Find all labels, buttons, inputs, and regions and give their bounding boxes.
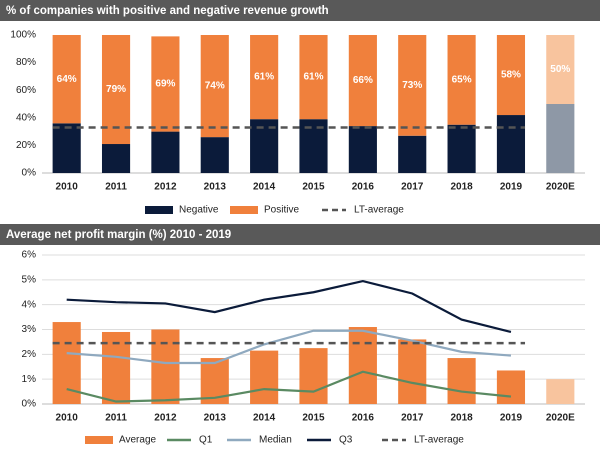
x-tick-label: 2011 [105,182,127,193]
line [66,370,512,403]
bar [200,35,229,138]
y-tick-label: 6% [22,250,37,261]
y-tick-label: 3% [22,324,37,335]
y-tick-label: 100% [10,30,36,41]
x-tick-label: 2017 [401,182,424,193]
x-tick-label: 2020E [546,182,575,193]
legend-label: Negative [179,205,219,216]
legend-label: Average [119,435,157,446]
bar [496,370,526,404]
bar [546,104,575,173]
bar [348,35,377,127]
bar [52,123,81,173]
bar [398,35,427,136]
bar [101,144,131,173]
bar [447,124,476,173]
y-tick-label: 5% [22,274,37,285]
bar [398,135,427,173]
bar [447,35,476,125]
legend-swatch [230,206,258,214]
x-tick-label: 2016 [352,413,375,424]
x-tick-label: 2014 [253,413,276,424]
x-tick-label: 2012 [154,413,177,424]
y-tick-label: 2% [22,349,37,360]
bar [151,131,180,173]
y-tick-label: 40% [16,112,36,123]
bar [546,35,575,104]
x-tick-label: 2018 [450,413,473,424]
x-tick-label: 2016 [352,182,375,193]
bar [250,350,279,404]
x-tick-label: 2011 [105,413,127,424]
data-label: 61% [254,72,274,83]
x-tick-label: 2017 [401,413,424,424]
x-tick-label: 2015 [302,182,325,193]
bar [299,35,328,120]
data-label: 79% [106,84,126,95]
legend-label: Q3 [339,435,353,446]
data-label: 74% [205,81,225,92]
x-tick-label: 2019 [500,413,523,424]
x-tick-label: 2020E [546,413,575,424]
legend-label: Median [259,435,292,446]
bar [496,35,526,116]
bar [200,137,229,173]
x-tick-label: 2015 [302,413,325,424]
data-label: 65% [452,74,472,85]
legend-swatch [85,436,113,444]
legend-label: Q1 [199,435,213,446]
legend-label: LT-average [414,435,464,446]
y-tick-label: 80% [16,57,36,68]
x-tick-label: 2013 [204,182,227,193]
data-label: 73% [402,80,422,91]
bar [250,35,279,120]
data-label: 50% [550,64,570,75]
legend-label: Positive [264,205,299,216]
y-tick-label: 1% [22,374,37,385]
chart-title: Average net profit margin (%) 2010 - 201… [6,229,231,241]
legend-swatch [145,206,173,214]
bar [101,35,131,145]
x-tick-label: 2014 [253,182,276,193]
bar [348,126,377,173]
bar [151,329,180,404]
header-bar [0,0,600,21]
y-tick-label: 20% [16,140,36,151]
bar [546,379,575,404]
data-label: 69% [155,79,175,90]
data-label: 64% [57,74,77,85]
x-tick-label: 2012 [154,182,177,193]
bar [299,348,328,404]
data-label: 66% [353,75,373,86]
data-label: 58% [501,70,521,81]
x-tick-label: 2019 [500,182,523,193]
x-tick-label: 2010 [56,413,79,424]
y-tick-label: 0% [22,168,37,179]
x-tick-label: 2013 [204,413,227,424]
bar [52,35,81,124]
x-tick-label: 2010 [56,182,79,193]
bar [151,36,180,132]
bar [398,339,427,404]
chart-title: % of companies with positive and negativ… [6,5,329,17]
bar [447,358,476,404]
line [66,279,512,334]
y-tick-label: 4% [22,299,37,310]
bar [348,327,377,404]
y-tick-label: 0% [22,399,37,410]
line [66,329,512,365]
legend-label: LT-average [354,205,404,216]
header-bar [0,224,600,245]
y-tick-label: 60% [16,85,36,96]
bar [496,115,526,173]
data-label: 61% [303,72,323,83]
x-tick-label: 2018 [450,182,473,193]
